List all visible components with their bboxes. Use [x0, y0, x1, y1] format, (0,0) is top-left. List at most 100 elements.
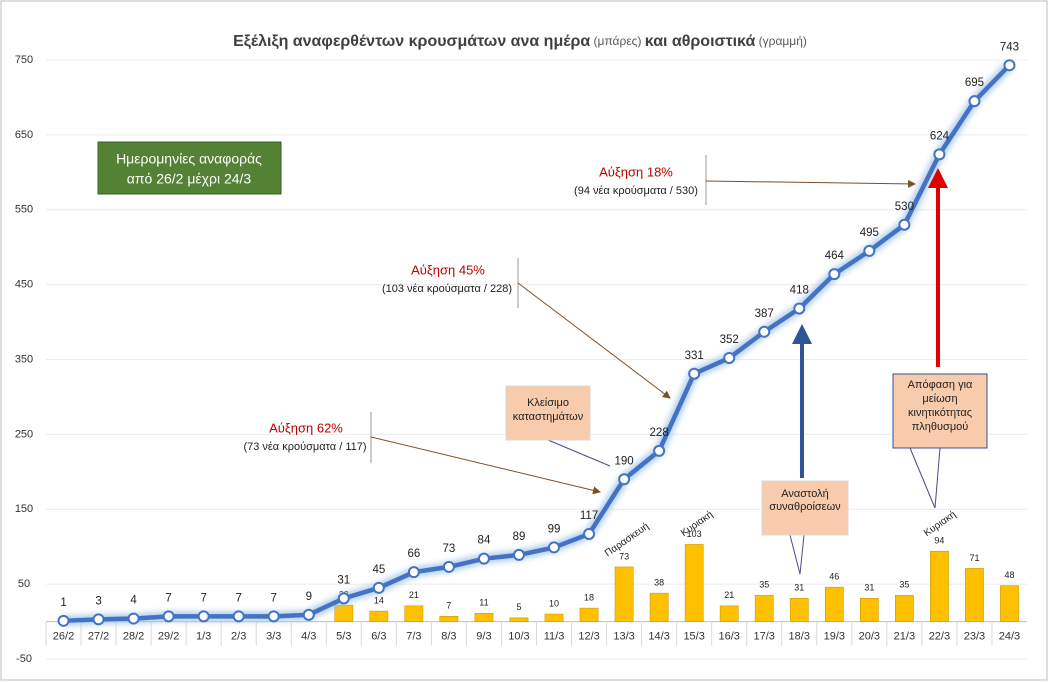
line-value-label: 387 — [755, 308, 774, 320]
y-tick-label: 350 — [15, 353, 33, 365]
bar-value-label: 35 — [899, 580, 909, 590]
bar — [369, 610, 389, 622]
line-value-label: 99 — [548, 523, 561, 535]
arrow — [705, 179, 916, 188]
line-value-label: 624 — [930, 130, 950, 142]
line-value-label: 7 — [165, 592, 171, 604]
line-value-label: 3 — [95, 595, 101, 607]
bar-value-label: 21 — [724, 590, 734, 600]
line-point — [232, 610, 245, 623]
y-tick-label: 150 — [15, 503, 33, 515]
bar — [544, 613, 564, 622]
box-text: Κλείσιμο — [527, 397, 569, 409]
line-point — [583, 527, 596, 540]
bar-value-label: 10 — [549, 598, 559, 608]
y-tick-label: 750 — [15, 54, 33, 66]
bar — [1000, 585, 1019, 622]
line-point — [57, 614, 70, 627]
box-text: Ημερομηνίες αναφοράς — [116, 151, 262, 167]
bar — [439, 616, 459, 622]
x-tick-label: 27/2 — [88, 630, 109, 642]
line-point — [372, 581, 385, 594]
bar-value-label: 14 — [374, 595, 384, 605]
bar-value-label: 7 — [446, 601, 451, 611]
bar-value-label: 73 — [619, 551, 629, 561]
pointer — [909, 447, 936, 509]
box-text: από 26/2 μέχρι 24/3 — [127, 171, 252, 187]
bar — [404, 605, 424, 622]
line-value-label: 89 — [513, 531, 526, 543]
chart-title: Εξέλιξη αναφερθέντων κρουσμάτων ανα ημέρ… — [233, 33, 807, 50]
x-tick-label: 11/3 — [544, 630, 565, 642]
line-point — [162, 610, 175, 623]
bar — [719, 605, 739, 622]
title-part: Εξέλιξη αναφερθέντων κρουσμάτων ανα ημέρ… — [233, 33, 590, 50]
box-text: καταστημάτων — [513, 411, 584, 423]
bar-value-label: 18 — [584, 592, 594, 602]
y-tick-label: -50 — [16, 653, 32, 665]
x-tick-label: 16/3 — [718, 630, 739, 642]
line-value-label: 530 — [895, 201, 914, 213]
growth-note: (73 νέα κρούσματα / 117) — [243, 441, 366, 453]
x-tick-label: 8/3 — [441, 630, 456, 642]
line-point — [793, 302, 806, 315]
line-value-label: 331 — [685, 350, 704, 362]
line-point — [1003, 59, 1016, 72]
x-tick-label: 5/3 — [336, 630, 351, 642]
line-point — [548, 541, 561, 554]
line-value-label: 84 — [478, 535, 491, 547]
bar-value-label: 31 — [794, 583, 804, 593]
line-value-label: 228 — [650, 427, 669, 439]
title-part: (γραμμή) — [759, 34, 807, 48]
date-range-box: Ημερομηνίες αναφοράς από 26/2 μέχρι 24/3 — [97, 141, 282, 195]
bar-value-label: 94 — [934, 536, 944, 546]
x-tick-label: 12/3 — [578, 630, 599, 642]
measure-annotations: Κλείσιμο καταστημάτων Αναστολή συναθροίσ… — [505, 168, 988, 575]
bar-value-label: 38 — [654, 577, 664, 587]
bar-value-label: 48 — [1004, 570, 1014, 580]
box-text: πληθυσμού — [912, 421, 969, 433]
line-point — [407, 566, 420, 579]
y-tick-label: 550 — [15, 204, 33, 216]
x-tick-label: 29/2 — [158, 630, 179, 642]
bar — [824, 586, 844, 622]
pointer — [789, 534, 801, 575]
line-value-label: 7 — [235, 592, 241, 604]
line-value-label: 117 — [580, 510, 598, 522]
line-point — [267, 610, 280, 623]
x-tick-label: 10/3 — [508, 630, 529, 642]
bar-value-label: 46 — [829, 571, 839, 581]
box-text: συναθροίσεων — [769, 501, 841, 513]
x-tick-label: 13/3 — [613, 630, 634, 642]
line-point — [863, 244, 876, 257]
x-tick-label: 26/2 — [53, 630, 74, 642]
line-point — [477, 552, 490, 565]
line-point — [197, 610, 210, 623]
y-tick-label: 450 — [15, 279, 33, 291]
box — [97, 141, 282, 195]
line-value-label: 9 — [306, 591, 312, 603]
plot-area: -50 50 150 250 350 450 550 650 750 26/2 27/2 28/2 29… — [15, 41, 1027, 665]
bar — [334, 604, 354, 622]
title-part: (μπάρες) — [594, 34, 642, 48]
bar-value-label: 71 — [969, 553, 979, 563]
x-tick-label: 15/3 — [683, 630, 704, 642]
line-point — [968, 95, 981, 108]
line-value-label: 743 — [1000, 41, 1019, 53]
x-tick-label: 18/3 — [789, 630, 810, 642]
line-point — [302, 608, 315, 621]
bar — [859, 598, 879, 622]
line-value-label: 1 — [60, 597, 66, 609]
line-point — [688, 367, 701, 380]
line-value-label: 7 — [200, 592, 206, 604]
line-value-label: 418 — [790, 285, 809, 297]
bar — [509, 617, 529, 622]
line-point — [828, 268, 841, 281]
x-tick-label: 3/3 — [266, 630, 281, 642]
x-tick-label: 9/3 — [476, 630, 491, 642]
bar — [965, 568, 984, 622]
line-point — [618, 473, 631, 486]
x-tick-label: 23/3 — [964, 630, 985, 642]
line — [63, 63, 1012, 624]
